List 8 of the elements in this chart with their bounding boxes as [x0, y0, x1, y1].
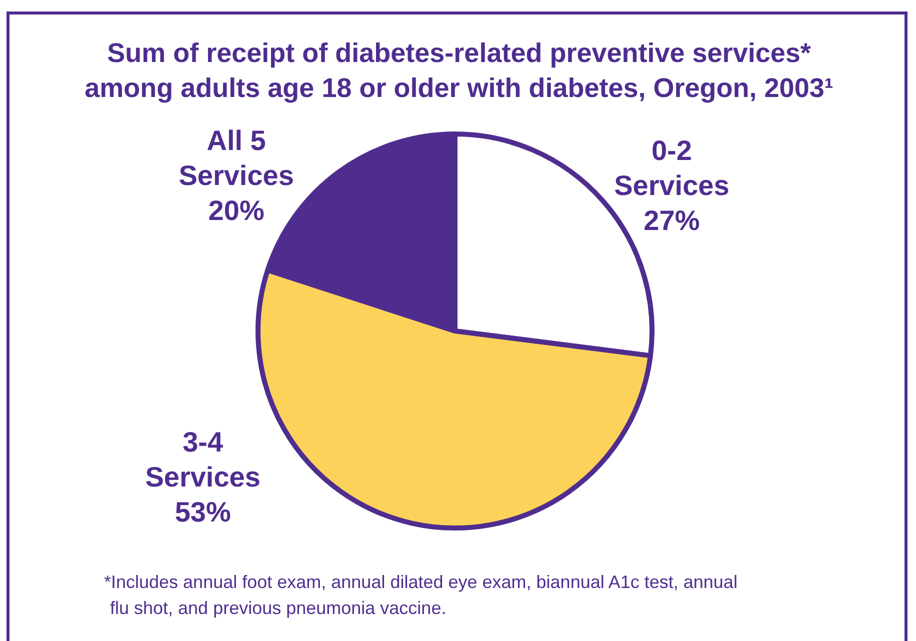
slice-label: All 5 Services — [178, 125, 294, 192]
data-label: 53% — [174, 496, 231, 528]
data-label: 20% — [208, 195, 264, 226]
slice-label: 3-4 Services — [145, 426, 260, 493]
slice-label: 0-2 Services — [614, 135, 730, 202]
chart-title: Sum of receipt of diabetes-related preventive services* among adults age 18 or older with diabetes, Oregon, 2003¹ — [84, 38, 834, 103]
text: *Includes annual foot exam, annual dilated eye exam, biannual A1c test, annual flu shot, and previous pneumonia vaccine. — [104, 572, 738, 618]
data-label: 27% — [644, 205, 700, 236]
